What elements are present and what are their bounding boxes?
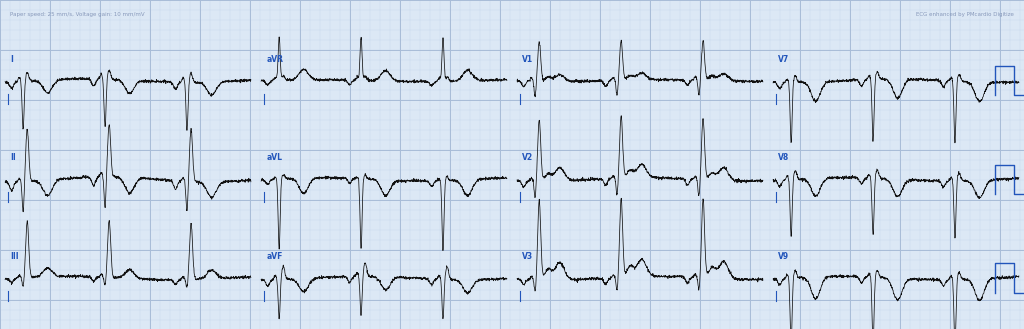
Text: ECG enhanced by PMcardio Digitize: ECG enhanced by PMcardio Digitize [915, 12, 1014, 17]
Text: II: II [10, 153, 16, 163]
Text: V9: V9 [778, 252, 790, 261]
Text: Paper speed: 25 mm/s, Voltage gain: 10 mm/mV: Paper speed: 25 mm/s, Voltage gain: 10 m… [10, 12, 144, 17]
Text: V1: V1 [522, 55, 534, 64]
Text: aVR: aVR [266, 55, 284, 64]
Text: V7: V7 [778, 55, 790, 64]
Text: I: I [10, 55, 13, 64]
Text: V8: V8 [778, 153, 790, 163]
Text: III: III [10, 252, 18, 261]
Text: aVF: aVF [266, 252, 283, 261]
Text: V2: V2 [522, 153, 534, 163]
Text: V3: V3 [522, 252, 534, 261]
Text: aVL: aVL [266, 153, 283, 163]
